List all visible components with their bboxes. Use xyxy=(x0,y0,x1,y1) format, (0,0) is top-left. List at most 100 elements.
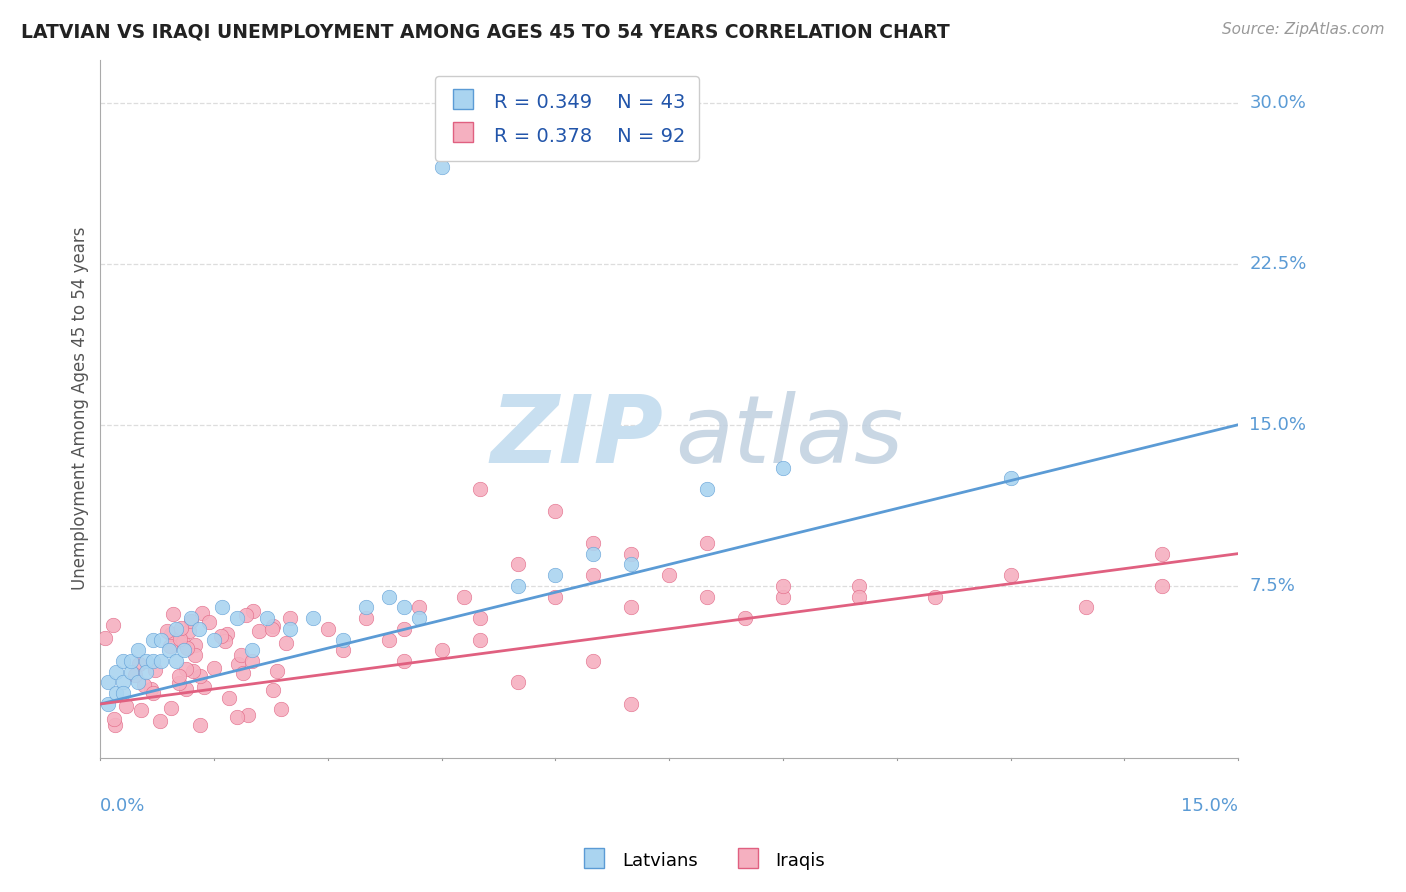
Point xyxy=(354,611,377,625)
Point xyxy=(103,712,125,726)
Point xyxy=(193,680,215,694)
Point xyxy=(848,579,870,593)
Point xyxy=(177,624,200,639)
Point xyxy=(150,654,173,668)
Point xyxy=(468,632,491,647)
Point xyxy=(112,654,135,668)
Point xyxy=(112,686,135,700)
Point xyxy=(696,482,718,496)
Point xyxy=(114,698,136,713)
Point xyxy=(135,665,157,679)
Point xyxy=(101,618,124,632)
Point xyxy=(157,643,180,657)
Point xyxy=(377,590,399,604)
Point xyxy=(506,675,529,690)
Point xyxy=(176,640,198,655)
Point xyxy=(772,579,794,593)
Point xyxy=(256,611,278,625)
Point xyxy=(141,681,163,696)
Point xyxy=(167,676,190,690)
Point xyxy=(468,611,491,625)
Point xyxy=(142,654,165,668)
Point xyxy=(104,665,127,679)
Point xyxy=(124,668,146,682)
Legend: R = 0.349    N = 43, R = 0.378    N = 92: R = 0.349 N = 43, R = 0.378 N = 92 xyxy=(436,77,699,161)
Point xyxy=(159,639,181,653)
Point xyxy=(658,568,681,582)
Point xyxy=(332,632,354,647)
Point xyxy=(278,622,301,636)
Point xyxy=(506,579,529,593)
Point xyxy=(191,606,214,620)
Point xyxy=(1152,579,1174,593)
Point xyxy=(354,600,377,615)
Point xyxy=(142,686,165,700)
Point xyxy=(453,590,475,604)
Text: 22.5%: 22.5% xyxy=(1250,254,1306,273)
Point xyxy=(169,632,191,647)
Point xyxy=(544,503,567,517)
Point xyxy=(772,590,794,604)
Point xyxy=(165,622,187,636)
Point xyxy=(162,607,184,621)
Point xyxy=(506,558,529,572)
Point xyxy=(301,611,323,625)
Point xyxy=(696,536,718,550)
Point xyxy=(150,632,173,647)
Text: LATVIAN VS IRAQI UNEMPLOYMENT AMONG AGES 45 TO 54 YEARS CORRELATION CHART: LATVIAN VS IRAQI UNEMPLOYMENT AMONG AGES… xyxy=(21,22,950,41)
Text: 7.5%: 7.5% xyxy=(1250,577,1295,595)
Point xyxy=(142,632,165,647)
Point xyxy=(97,675,120,690)
Point xyxy=(132,678,155,692)
Point xyxy=(924,590,946,604)
Point xyxy=(408,600,430,615)
Point xyxy=(620,600,643,615)
Point xyxy=(772,460,794,475)
Point xyxy=(240,643,263,657)
Point xyxy=(165,654,187,668)
Point xyxy=(120,654,142,668)
Point xyxy=(214,633,236,648)
Point xyxy=(229,648,252,662)
Point xyxy=(149,714,172,728)
Point xyxy=(274,636,297,650)
Point xyxy=(235,607,257,622)
Point xyxy=(188,669,211,683)
Point xyxy=(1076,600,1098,615)
Point xyxy=(468,482,491,496)
Point xyxy=(734,611,756,625)
Point xyxy=(242,604,264,618)
Point xyxy=(167,669,190,683)
Point xyxy=(173,643,195,657)
Point xyxy=(266,664,288,678)
Point xyxy=(377,632,399,647)
Point xyxy=(217,627,239,641)
Point xyxy=(582,547,605,561)
Point xyxy=(430,160,453,174)
Point xyxy=(143,663,166,677)
Text: 15.0%: 15.0% xyxy=(1181,797,1239,814)
Point xyxy=(127,675,149,690)
Point xyxy=(180,611,202,625)
Point xyxy=(129,703,152,717)
Point xyxy=(848,590,870,604)
Point xyxy=(127,643,149,657)
Text: ZIP: ZIP xyxy=(491,391,664,483)
Point xyxy=(225,710,247,724)
Point xyxy=(316,622,339,636)
Point xyxy=(170,622,193,636)
Point xyxy=(173,634,195,648)
Point xyxy=(620,558,643,572)
Text: 30.0%: 30.0% xyxy=(1250,94,1306,112)
Point xyxy=(1000,568,1022,582)
Point xyxy=(392,654,415,668)
Point xyxy=(278,611,301,625)
Point xyxy=(1152,547,1174,561)
Point xyxy=(174,662,197,676)
Point xyxy=(202,632,225,647)
Point xyxy=(408,611,430,625)
Point xyxy=(104,686,127,700)
Point xyxy=(159,701,181,715)
Point xyxy=(270,702,292,716)
Point xyxy=(392,622,415,636)
